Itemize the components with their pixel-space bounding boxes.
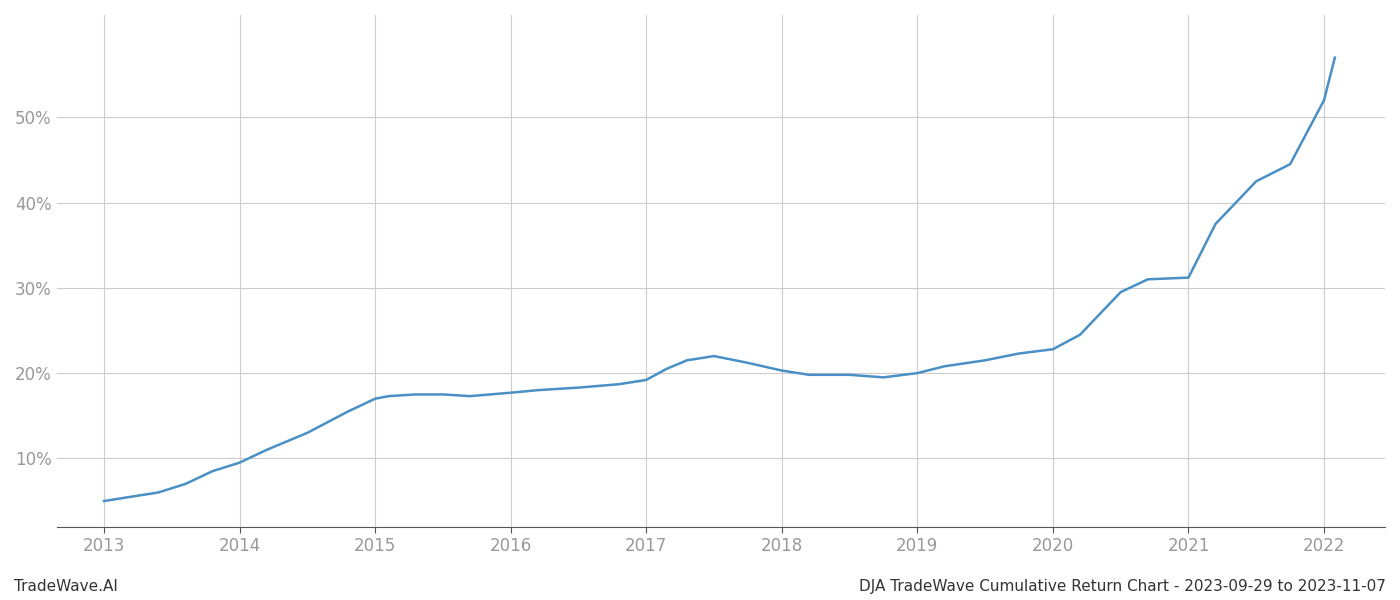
Text: DJA TradeWave Cumulative Return Chart - 2023-09-29 to 2023-11-07: DJA TradeWave Cumulative Return Chart - … — [860, 579, 1386, 594]
Text: TradeWave.AI: TradeWave.AI — [14, 579, 118, 594]
